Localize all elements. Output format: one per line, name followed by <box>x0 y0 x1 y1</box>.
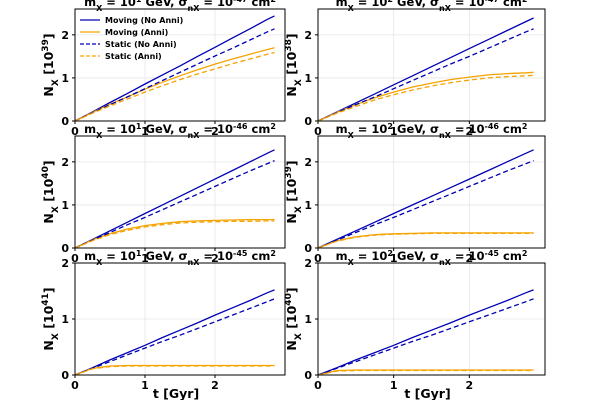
x-axis-label: t [Gyr] <box>153 386 199 400</box>
x-tick-label: 2 <box>466 379 474 392</box>
panel-title: mX = 102 GeV, σnX = 10-45 cm2 <box>336 249 528 267</box>
panel-title: mX = 101 GeV, σnX = 10-45 cm2 <box>84 249 276 267</box>
legend-entry: Static (Anni) <box>105 52 162 61</box>
x-tick-label: 0 <box>71 379 79 392</box>
y-axis-label: NX [1041] <box>41 287 61 350</box>
x-tick-label: 2 <box>211 379 219 392</box>
panel-2: 0 1 2 0 1 2 mX = 102 GeV, σnX = 10-47 cm2 NX [1… <box>284 0 546 138</box>
y-tick-label: 1 <box>304 313 312 326</box>
y-tick-label: 2 <box>61 156 69 169</box>
y-tick-label: 2 <box>61 29 69 42</box>
y-tick-label: 2 <box>304 257 312 270</box>
x-tick-label: 1 <box>141 252 149 265</box>
series-line-moving-anni <box>74 364 275 376</box>
x-tick-label: 1 <box>390 252 398 265</box>
series-line-moving-anni <box>74 218 275 249</box>
series-line-moving-anni <box>317 71 534 122</box>
series-line-moving-no-anni <box>74 289 275 376</box>
panel-title: mX = 102 GeV, σnX = 10-46 cm2 <box>336 122 528 140</box>
series-line-moving-no-anni <box>317 289 534 376</box>
y-axis-label: NX [1038] <box>284 33 304 96</box>
axes-frame <box>74 135 286 249</box>
legend-entry: Static (No Anni) <box>105 40 177 49</box>
y-tick-label: 0 <box>304 115 312 128</box>
x-tick-label: 2 <box>211 252 219 265</box>
axes-frame <box>317 135 546 249</box>
legend: Moving (No Anni) Moving (Anni) Static (No … <box>80 16 183 61</box>
y-axis-label: NX [1039] <box>41 33 61 96</box>
panel-title: mX = 101 GeV, σnX = 10-46 cm2 <box>84 122 276 140</box>
legend-entry: Moving (Anni) <box>105 28 168 37</box>
x-tick-label: 1 <box>390 125 398 138</box>
x-tick-label: 0 <box>314 379 322 392</box>
y-axis-label: NX [1040] <box>284 287 304 350</box>
series-line-static-no-anni <box>317 298 534 376</box>
series-line-moving-no-anni <box>74 149 275 249</box>
series-line-static-no-anni <box>317 28 534 122</box>
x-axis-label: t [Gyr] <box>404 386 450 400</box>
series-line-moving-anni <box>74 47 275 122</box>
y-tick-label: 1 <box>61 199 69 212</box>
series-line-moving-no-anni <box>317 17 534 122</box>
y-tick-label: 2 <box>304 156 312 169</box>
panel-1: 0 1 2 0 1 2 mX = 101 GeV, σnX = 10-47 cm2 NX [1… <box>41 0 286 138</box>
series-line-static-no-anni <box>317 159 534 249</box>
axes-frame <box>74 8 286 122</box>
x-tick-label: 0 <box>71 125 79 138</box>
y-tick-label: 1 <box>304 199 312 212</box>
y-tick-label: 1 <box>304 72 312 85</box>
series-line-moving-no-anni <box>74 15 275 122</box>
x-tick-label: 0 <box>314 252 322 265</box>
series-line-static-anni <box>317 369 534 376</box>
y-tick-label: 2 <box>304 29 312 42</box>
x-tick-label: 1 <box>141 125 149 138</box>
series-line-static-no-anni <box>74 160 275 249</box>
y-tick-label: 1 <box>61 313 69 326</box>
y-axis-label: NX [1040] <box>41 160 61 223</box>
y-tick-label: 2 <box>61 257 69 270</box>
legend-entry: Moving (No Anni) <box>105 16 183 25</box>
series-line-moving-no-anni <box>317 149 534 249</box>
y-tick-label: 0 <box>304 369 312 382</box>
y-tick-label: 0 <box>61 369 69 382</box>
y-tick-label: 0 <box>304 242 312 255</box>
series-line-static-anni <box>317 232 534 249</box>
y-tick-label: 0 <box>61 242 69 255</box>
x-tick-label: 0 <box>71 252 79 265</box>
panel-title: mX = 101 GeV, σnX = 10-47 cm2 <box>84 0 276 13</box>
series-line-static-anni <box>74 51 275 122</box>
x-tick-label: 0 <box>314 125 322 138</box>
y-tick-label: 1 <box>61 72 69 85</box>
axes-frame <box>317 8 546 122</box>
series-line-static-no-anni <box>74 28 275 122</box>
x-tick-label: 1 <box>390 379 398 392</box>
x-tick-label: 1 <box>141 379 149 392</box>
x-tick-label: 2 <box>466 252 474 265</box>
series-line-static-no-anni <box>74 298 275 376</box>
series-line-static-anni <box>317 74 534 122</box>
x-tick-label: 2 <box>211 125 219 138</box>
series-line-static-anni <box>74 220 275 249</box>
panel-title: mX = 102 GeV, σnX = 10-47 cm2 <box>336 0 528 13</box>
y-tick-label: 0 <box>61 115 69 128</box>
x-tick-label: 2 <box>466 125 474 138</box>
series-line-static-anni <box>74 365 275 376</box>
y-axis-label: NX [1039] <box>284 160 304 223</box>
